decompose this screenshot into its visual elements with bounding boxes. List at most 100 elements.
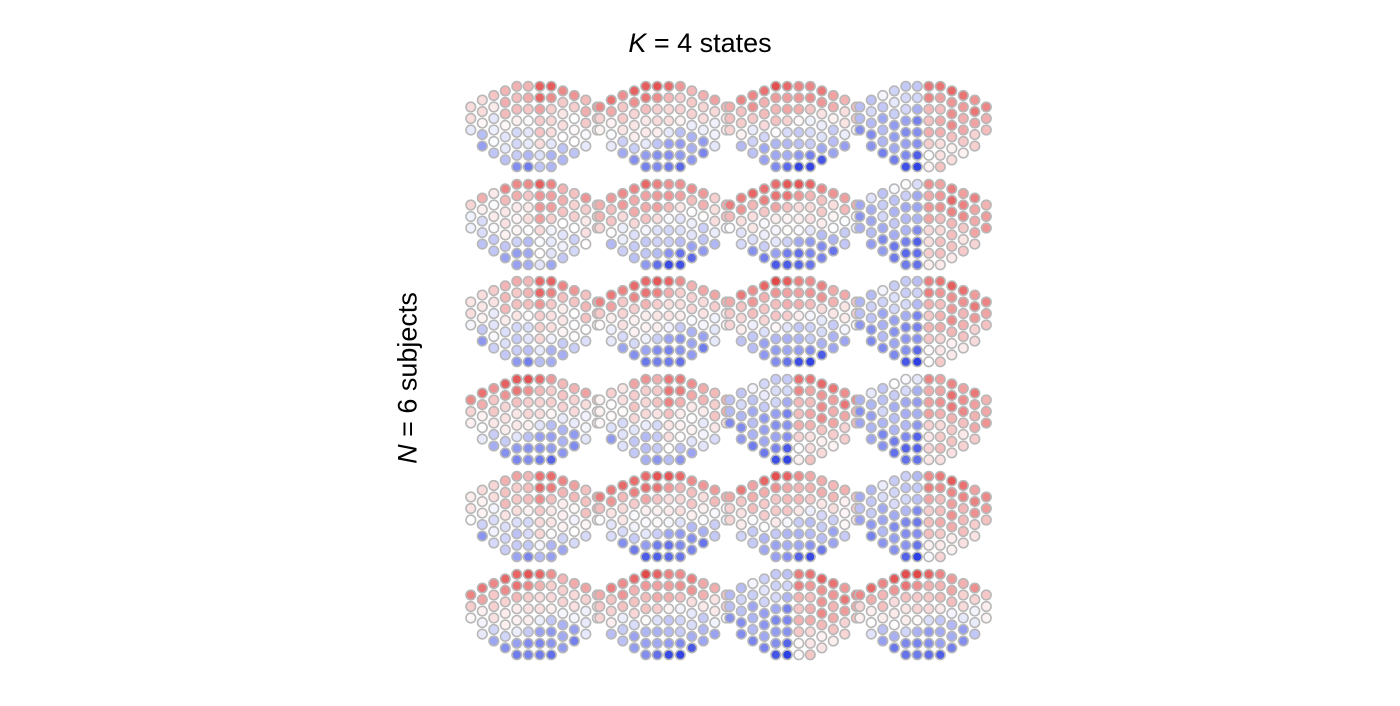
sensor-dot [793, 539, 805, 551]
sensor-dot [640, 419, 652, 431]
sensor-dot [865, 238, 877, 250]
sensor-dot [594, 210, 606, 223]
sensor-dot [545, 321, 557, 333]
topomap-r6-c1 [465, 568, 603, 661]
sensor-dot [511, 505, 523, 517]
sensor-dot [816, 447, 828, 459]
sensor-dot [522, 493, 534, 505]
sensor-dot [499, 154, 511, 166]
sensor-dot [816, 206, 828, 218]
sensor-dot [854, 222, 866, 234]
sensor-dot [770, 80, 782, 92]
sensor-dot [488, 479, 500, 492]
sensor-dot [957, 307, 969, 320]
sensor-dot [980, 319, 992, 331]
sensor-dot [511, 333, 523, 345]
sensor-dot [957, 440, 969, 452]
sensor-dot [628, 509, 640, 522]
sensor-dot [511, 603, 523, 615]
sensor-dot [465, 405, 477, 418]
sensor-dot [499, 96, 511, 108]
sensor-dot [804, 103, 816, 115]
sensor-dot [488, 222, 500, 234]
sensor-dot [522, 178, 534, 190]
sensor-dot [640, 482, 652, 494]
sensor-dot [640, 161, 652, 173]
sensor-dot [747, 600, 759, 613]
sensor-dot [651, 298, 663, 310]
sensor-dot [511, 591, 523, 603]
sensor-dot [934, 103, 946, 115]
sensor-dot [747, 112, 759, 125]
sensor-dot [557, 96, 569, 108]
sensor-dot [827, 623, 839, 636]
sensor-dot [476, 433, 488, 445]
sensor-dot [980, 417, 992, 429]
sensor-dot [770, 551, 782, 563]
sensor-dot [605, 518, 617, 531]
sensor-dot [686, 108, 698, 120]
sensor-dot [488, 623, 500, 636]
sensor-dot [793, 637, 805, 649]
sensor-dot [888, 314, 900, 327]
sensor-dot [747, 101, 759, 113]
sensor-dot [568, 124, 580, 136]
sensor-dot [651, 505, 663, 517]
sensor-dot [709, 593, 721, 606]
sensor-dot [793, 92, 805, 104]
sensor-dot [511, 482, 523, 494]
sensor-dot [617, 124, 629, 136]
sensor-dot [640, 213, 652, 225]
sensor-dot [499, 217, 511, 229]
sensor-dot [770, 396, 782, 408]
sensor-dot [545, 603, 557, 615]
sensor-dot [804, 603, 816, 615]
sensor-dot [839, 238, 851, 250]
sensor-dot [957, 479, 969, 492]
sensor-dot [545, 614, 557, 626]
sensor-dot [747, 525, 759, 538]
sensor-dot [488, 245, 500, 257]
sensor-dot [594, 307, 606, 320]
sensor-dot [499, 326, 511, 338]
sensor-dot [877, 233, 889, 246]
sensor-dot [865, 422, 877, 434]
sensor-dot [781, 80, 793, 92]
sensor-dot [663, 626, 675, 638]
sensor-dot [804, 528, 816, 540]
sensor-dot [686, 240, 698, 252]
sensor-dot [911, 103, 923, 115]
sensor-dot [934, 333, 946, 345]
sensor-dot [557, 532, 569, 545]
sensor-dot [534, 385, 546, 397]
sensor-dot [854, 199, 866, 211]
sensor-dot [674, 470, 686, 482]
sensor-dot [724, 222, 736, 234]
sensor-dot [923, 568, 935, 580]
sensor-dot [488, 612, 500, 624]
sensor-dot [827, 284, 839, 297]
sensor-dot [663, 333, 675, 345]
sensor-dot [758, 183, 770, 195]
sensor-dot [697, 124, 709, 136]
sensor-dot [522, 103, 534, 115]
sensor-dot [534, 201, 546, 213]
sensor-dot [770, 649, 782, 661]
sensor-dot [735, 530, 747, 542]
sensor-dot [865, 192, 877, 204]
sensor-dot [568, 199, 580, 211]
sensor-dot [697, 112, 709, 125]
sensor-dot [640, 528, 652, 540]
sensor-dot [628, 475, 640, 487]
sensor-dot [499, 337, 511, 350]
sensor-dot [839, 312, 851, 324]
sensor-dot [651, 213, 663, 225]
sensor-dot [827, 222, 839, 234]
sensor-dot [476, 105, 488, 118]
sensor-dot [465, 319, 477, 331]
sensor-dot [793, 385, 805, 397]
sensor-dot [735, 238, 747, 250]
sensor-dot [651, 115, 663, 127]
sensor-dot [580, 129, 592, 141]
sensor-dot [934, 321, 946, 333]
